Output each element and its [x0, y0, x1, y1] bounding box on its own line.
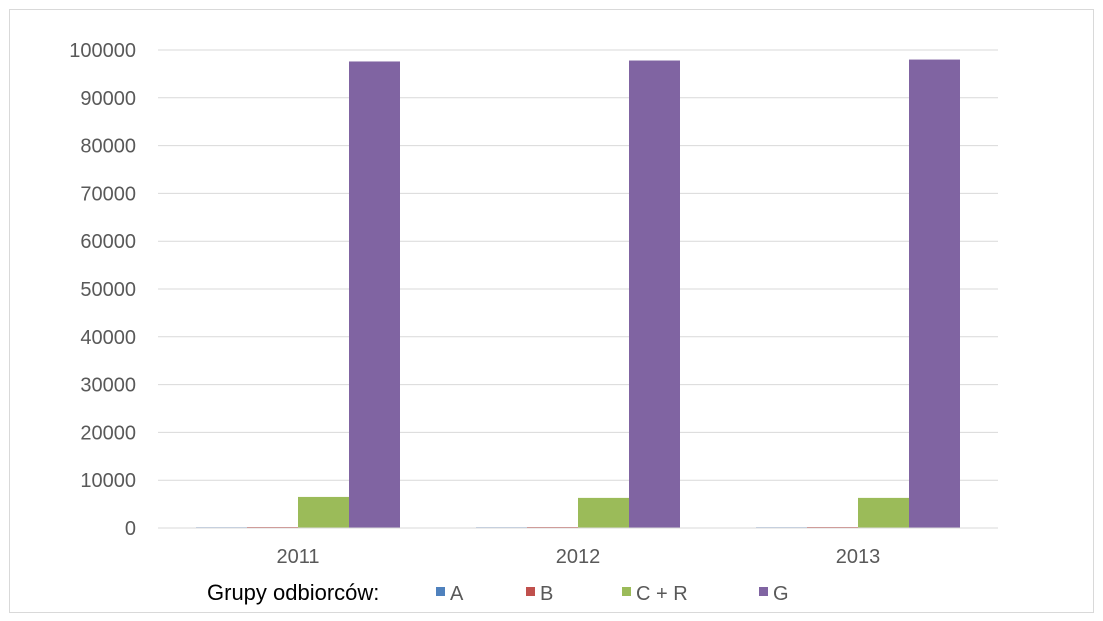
legend-label: G — [773, 583, 789, 605]
y-tick-label: 40000 — [80, 327, 136, 349]
x-tick-label: 2012 — [556, 546, 601, 568]
y-axis-ticks: 0 10000 20000 30000 40000 50000 60000 70000 8000… — [69, 40, 136, 540]
legend-label: C + R — [636, 583, 688, 605]
bar-c-r-2012 — [578, 497, 629, 528]
y-tick-label: 80000 — [80, 136, 136, 158]
x-axis-ticks: 2011 2012 2013 — [276, 546, 880, 568]
y-tick-label: 30000 — [80, 375, 136, 397]
legend: Grupy odbiorców: A B C + R G — [207, 580, 789, 605]
y-tick-label: 10000 — [80, 470, 136, 492]
legend-swatch — [436, 587, 445, 596]
y-tick-label: 50000 — [80, 279, 136, 301]
bar-g-2012 — [629, 60, 680, 529]
bar-g-2011 — [349, 61, 400, 529]
legend-swatch — [622, 587, 631, 596]
bar-c-r-2011 — [298, 496, 349, 528]
bar-c-r-2013 — [858, 497, 909, 528]
y-tick-label: 60000 — [80, 231, 136, 253]
y-tick-label: 20000 — [80, 422, 136, 444]
legend-title: Grupy odbiorców: — [207, 580, 379, 605]
legend-swatch — [759, 587, 768, 596]
y-tick-label: 90000 — [80, 88, 136, 110]
gridlines — [158, 49, 998, 481]
y-tick-label: 100000 — [69, 40, 136, 62]
x-tick-label: 2011 — [276, 546, 319, 568]
y-tick-label: 70000 — [80, 183, 136, 205]
legend-label: A — [450, 583, 464, 605]
x-tick-label: 2013 — [836, 546, 881, 568]
legend-label: B — [540, 583, 553, 605]
y-tick-label: 0 — [125, 518, 136, 540]
bars — [196, 59, 960, 529]
bar-g-2013 — [909, 59, 960, 529]
legend-swatch — [526, 587, 535, 596]
